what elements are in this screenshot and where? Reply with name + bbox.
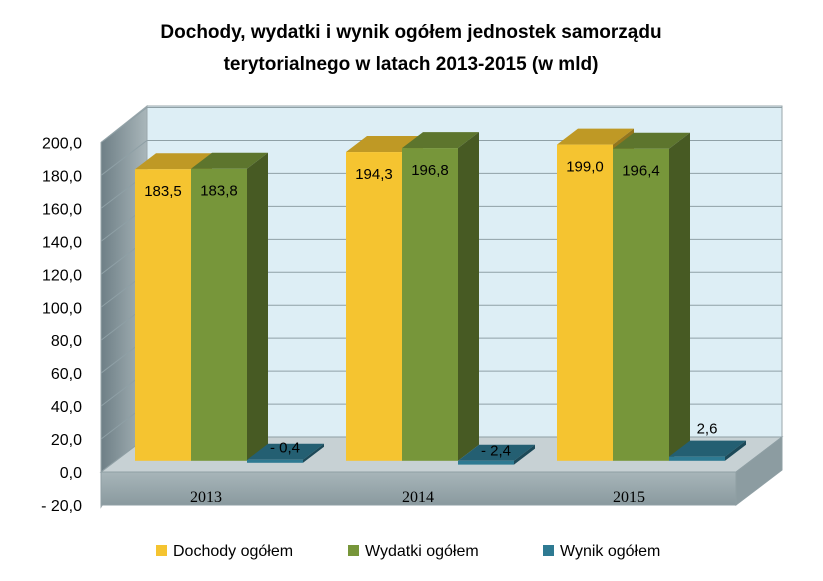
data-label: 183,5 bbox=[144, 183, 182, 200]
data-label: 199,0 bbox=[566, 159, 604, 176]
legend-swatch bbox=[543, 545, 554, 556]
y-tick-label: 100,0 bbox=[42, 300, 82, 317]
bar bbox=[247, 443, 324, 463]
bar-side bbox=[247, 152, 268, 461]
bar-side bbox=[458, 132, 479, 461]
legend-item: Dochody ogółem bbox=[156, 543, 293, 560]
bar-side bbox=[669, 132, 690, 461]
bar-top bbox=[191, 152, 268, 169]
data-label: 196,8 bbox=[411, 162, 449, 179]
x-axis: 2013 2014 2015 bbox=[190, 489, 645, 506]
legend-item: Wynik ogółem bbox=[543, 543, 660, 560]
bar-top bbox=[669, 440, 746, 457]
bar-front bbox=[191, 168, 247, 461]
data-label: 196,4 bbox=[622, 163, 660, 180]
y-tick-label: 0,0 bbox=[60, 465, 82, 482]
legend-label: Wydatki ogółem bbox=[365, 543, 479, 560]
bar-front bbox=[247, 459, 303, 463]
chart-title-line-1: Dochody, wydatki i wynik ogółem jednoste… bbox=[160, 22, 661, 43]
bar-front bbox=[458, 460, 514, 465]
x-category-label: 2013 bbox=[190, 489, 222, 506]
data-label: 194,3 bbox=[355, 166, 393, 183]
bar-front bbox=[402, 148, 458, 461]
data-labels: 183,5 183,8 - 0,4 194,3 196,8 - 2,4 199,0 196,4… bbox=[144, 159, 717, 460]
data-label: - 2,4 bbox=[481, 443, 511, 460]
bar-top bbox=[402, 132, 479, 149]
y-tick-label: 20,0 bbox=[51, 432, 82, 449]
bar bbox=[402, 132, 479, 461]
bar-top bbox=[557, 128, 634, 145]
bar bbox=[458, 444, 535, 465]
data-label: 2,6 bbox=[697, 421, 718, 438]
bar-side bbox=[514, 444, 535, 465]
y-tick-label: - 20,0 bbox=[41, 498, 82, 515]
bar-front bbox=[613, 148, 669, 461]
legend-label: Wynik ogółem bbox=[560, 543, 660, 560]
y-tick-label: 160,0 bbox=[42, 201, 82, 218]
x-category-label: 2015 bbox=[613, 489, 645, 506]
bar bbox=[191, 152, 268, 461]
gridline-side bbox=[100, 107, 148, 143]
data-label: - 0,4 bbox=[270, 439, 300, 456]
floor-side bbox=[735, 436, 783, 507]
bar-side bbox=[725, 440, 746, 461]
y-tick-label: 40,0 bbox=[51, 399, 82, 416]
bar-top bbox=[613, 132, 690, 149]
legend: Dochody ogółem Wydatki ogółem Wynik ogółem bbox=[156, 543, 660, 560]
bar-front bbox=[135, 169, 191, 461]
y-tick-label: 180,0 bbox=[42, 168, 82, 185]
y-tick-label: 60,0 bbox=[51, 366, 82, 383]
legend-label: Dochody ogółem bbox=[173, 543, 293, 560]
y-axis: 200,0 180,0 160,0 140,0 120,0 100,0 80,0 60,0 40… bbox=[41, 136, 82, 516]
chart-title-line-2: terytorialnego w latach 2013-2015 (w mld… bbox=[224, 54, 599, 75]
data-label: 183,8 bbox=[200, 183, 238, 200]
x-category-label: 2014 bbox=[402, 489, 434, 506]
bar-top bbox=[247, 443, 324, 460]
legend-item: Wydatki ogółem bbox=[348, 543, 479, 560]
legend-swatch bbox=[156, 545, 167, 556]
y-tick-label: 80,0 bbox=[51, 333, 82, 350]
bars bbox=[135, 128, 746, 465]
gridline-side bbox=[100, 140, 148, 176]
y-tick-label: 120,0 bbox=[42, 267, 82, 284]
bar-front bbox=[346, 152, 402, 461]
legend-swatch bbox=[348, 545, 359, 556]
bar bbox=[669, 440, 746, 461]
bar-side bbox=[303, 443, 324, 463]
bar-front bbox=[557, 144, 613, 461]
bar bbox=[613, 132, 690, 461]
y-tick-label: 140,0 bbox=[42, 234, 82, 251]
bar-top bbox=[458, 444, 535, 461]
y-tick-label: 200,0 bbox=[42, 136, 82, 153]
bar-front bbox=[669, 456, 725, 461]
bar-top bbox=[135, 153, 212, 170]
